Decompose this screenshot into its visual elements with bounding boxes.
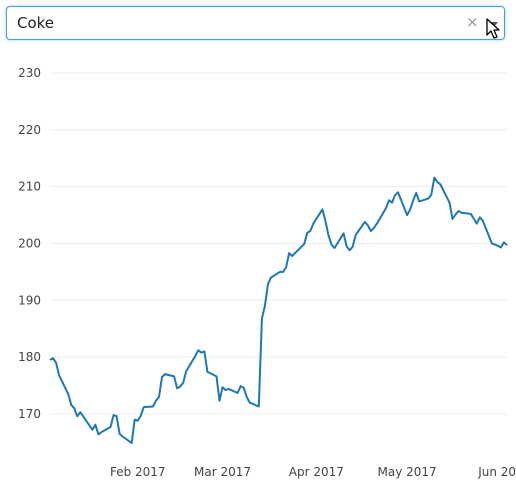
y-tick-label: 190 <box>18 293 41 307</box>
x-tick-label: Feb 2017 <box>110 465 166 479</box>
dropdown-selected-value: Coke <box>17 14 55 32</box>
x-tick-label: May 2017 <box>378 465 437 479</box>
chart-x-axis: Feb 2017 Mar 2017 Apr 2017 May 2017 Jun 201 <box>110 465 516 479</box>
chart-gridlines <box>50 72 507 415</box>
x-tick-label: Jun 201 <box>477 465 516 479</box>
chart-series <box>49 176 508 444</box>
caret-down-icon[interactable] <box>483 14 503 34</box>
y-tick-label: 170 <box>18 407 41 421</box>
y-tick-label: 230 <box>18 66 41 80</box>
series-line <box>49 176 508 444</box>
x-tick-label: Mar 2017 <box>194 465 251 479</box>
y-tick-label: 180 <box>18 350 41 364</box>
y-tick-label: 210 <box>18 180 41 194</box>
y-tick-label: 220 <box>18 123 41 137</box>
stock-price-chart: 170 180 190 200 210 220 230 Feb 2017 Mar 2017 Ap… <box>18 66 516 479</box>
stock-dropdown[interactable]: Coke × <box>6 6 505 40</box>
chart-y-axis: 170 180 190 200 210 220 230 <box>18 66 41 421</box>
close-icon[interactable]: × <box>466 13 479 31</box>
x-tick-label: Apr 2017 <box>289 465 344 479</box>
y-tick-label: 200 <box>18 236 41 250</box>
